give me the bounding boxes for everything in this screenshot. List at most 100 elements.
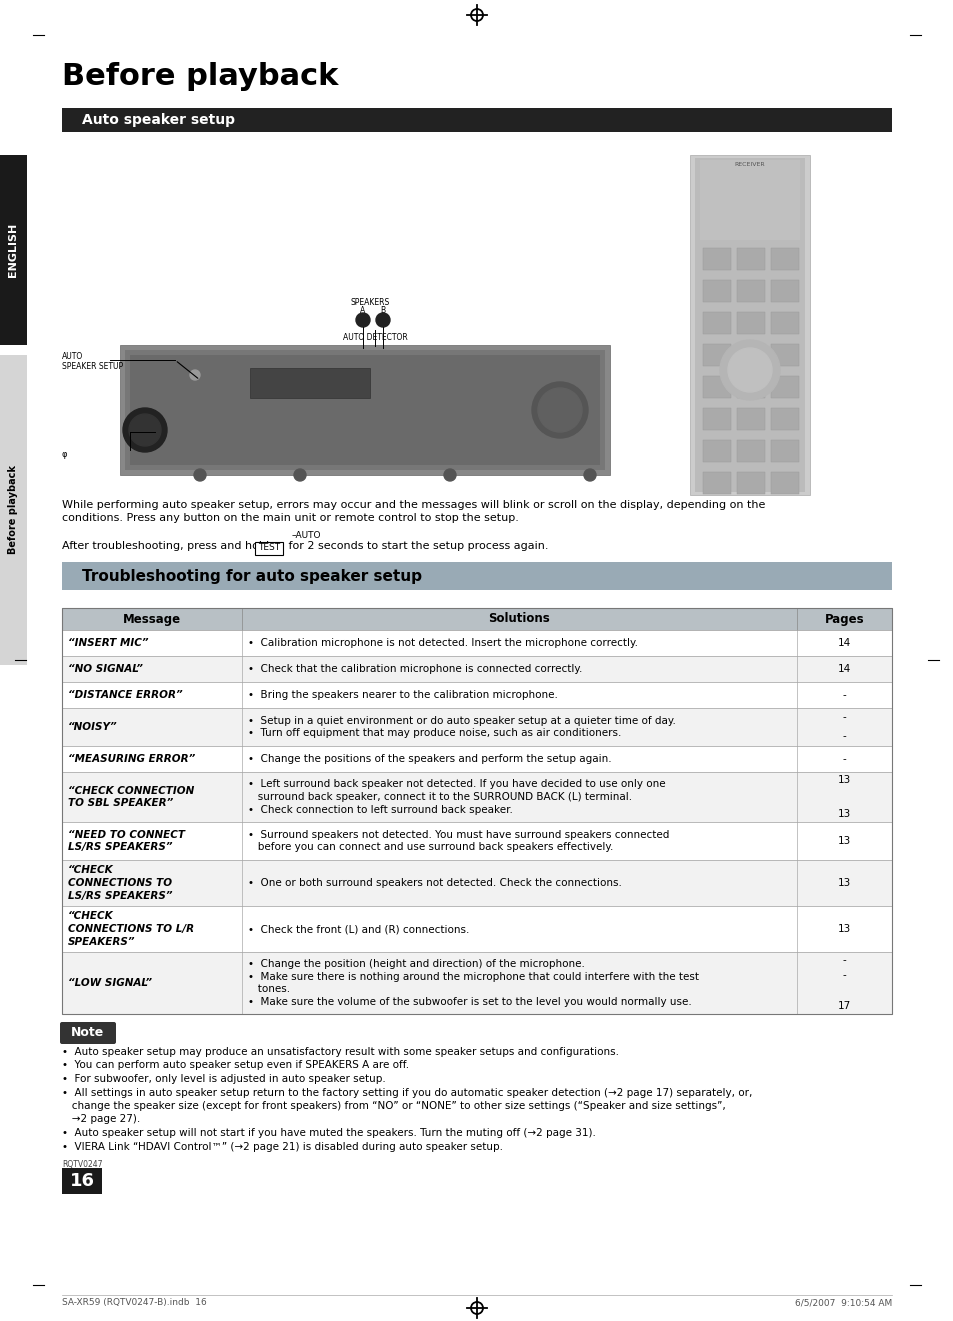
Circle shape — [193, 469, 206, 481]
Bar — [702, 312, 730, 334]
Circle shape — [123, 408, 167, 452]
Circle shape — [532, 382, 587, 439]
Bar — [689, 155, 809, 495]
Text: -: - — [841, 754, 845, 764]
FancyBboxPatch shape — [60, 1022, 116, 1044]
Text: Pages: Pages — [823, 613, 863, 626]
Text: “CHECK
CONNECTIONS TO
LS/RS SPEAKERS”: “CHECK CONNECTIONS TO LS/RS SPEAKERS” — [68, 865, 172, 901]
Text: •  Bring the speakers nearer to the calibration microphone.: • Bring the speakers nearer to the calib… — [248, 690, 558, 700]
Circle shape — [443, 469, 456, 481]
Circle shape — [129, 413, 161, 446]
Bar — [770, 248, 799, 269]
Circle shape — [720, 339, 780, 400]
Circle shape — [355, 313, 370, 328]
Circle shape — [190, 370, 200, 380]
Text: “NO SIGNAL”: “NO SIGNAL” — [68, 664, 143, 674]
Text: 13: 13 — [837, 878, 850, 888]
Text: “MEASURING ERROR”: “MEASURING ERROR” — [68, 754, 195, 764]
Text: After troubleshooting, press and hold: After troubleshooting, press and hold — [62, 542, 269, 551]
Text: 14: 14 — [837, 664, 850, 674]
Text: 13: 13 — [837, 923, 850, 934]
Text: •  All settings in auto speaker setup return to the factory setting if you do au: • All settings in auto speaker setup ret… — [62, 1087, 752, 1098]
Text: -: - — [841, 970, 845, 980]
Bar — [0, 355, 27, 664]
Bar — [737, 376, 764, 398]
Bar — [737, 312, 764, 334]
Text: “NEED TO CONNECT
LS/RS SPEAKERS”: “NEED TO CONNECT LS/RS SPEAKERS” — [68, 830, 185, 852]
Bar — [702, 408, 730, 431]
Bar — [702, 280, 730, 303]
Text: RECEIVER: RECEIVER — [734, 162, 764, 166]
Bar — [702, 248, 730, 269]
Text: While performing auto speaker setup, errors may occur and the messages will blin: While performing auto speaker setup, err… — [62, 501, 764, 510]
Bar — [737, 248, 764, 269]
Text: Auto speaker setup: Auto speaker setup — [82, 114, 234, 127]
Text: AUTO
SPEAKER SETUP: AUTO SPEAKER SETUP — [62, 351, 123, 371]
Text: 16: 16 — [70, 1172, 94, 1190]
Text: -: - — [841, 712, 845, 723]
Text: SA-XR59 (RQTV0247-B).indb  16: SA-XR59 (RQTV0247-B).indb 16 — [62, 1299, 207, 1306]
Text: conditions. Press any button on the main unit or remote control to stop the setu: conditions. Press any button on the main… — [62, 513, 518, 523]
Text: Message: Message — [123, 613, 181, 626]
Text: •  One or both surround speakers not detected. Check the connections.: • One or both surround speakers not dete… — [248, 878, 621, 888]
Bar — [120, 345, 609, 476]
Bar — [770, 312, 799, 334]
Text: SPEAKERS: SPEAKERS — [350, 299, 389, 306]
Bar — [737, 280, 764, 303]
Text: •  Check that the calibration microphone is connected correctly.: • Check that the calibration microphone … — [248, 664, 581, 674]
Text: φ: φ — [62, 450, 68, 458]
Bar — [770, 376, 799, 398]
Circle shape — [375, 313, 390, 328]
Text: “CHECK CONNECTION
TO SBL SPEAKER”: “CHECK CONNECTION TO SBL SPEAKER” — [68, 786, 194, 808]
Text: •  Surround speakers not detected. You must have surround speakers connected
   : • Surround speakers not detected. You mu… — [248, 830, 669, 852]
Text: Before playback: Before playback — [62, 62, 338, 91]
Text: RQTV0247: RQTV0247 — [62, 1160, 102, 1169]
Bar — [62, 561, 891, 590]
Text: Note: Note — [71, 1026, 105, 1040]
Text: →2 page 27).: →2 page 27). — [62, 1115, 140, 1124]
Bar — [737, 440, 764, 462]
Bar — [770, 440, 799, 462]
Bar — [62, 708, 891, 746]
Bar — [770, 343, 799, 366]
Bar — [130, 355, 599, 465]
Text: •  Auto speaker setup will not start if you have muted the speakers. Turn the mu: • Auto speaker setup will not start if y… — [62, 1128, 596, 1137]
Text: TEST: TEST — [257, 543, 280, 552]
Text: “NOISY”: “NOISY” — [68, 723, 117, 732]
Text: “CHECK
CONNECTIONS TO L/R
SPEAKERS”: “CHECK CONNECTIONS TO L/R SPEAKERS” — [68, 911, 193, 947]
Bar — [254, 542, 283, 555]
Text: •  For subwoofer, only level is adjusted in auto speaker setup.: • For subwoofer, only level is adjusted … — [62, 1074, 385, 1085]
Bar — [695, 159, 804, 491]
Bar — [770, 280, 799, 303]
Text: 13: 13 — [837, 808, 850, 819]
Circle shape — [727, 347, 771, 392]
Bar — [62, 630, 891, 657]
Text: -: - — [841, 732, 845, 741]
Text: •  Auto speaker setup may produce an unsatisfactory result with some speaker set: • Auto speaker setup may produce an unsa… — [62, 1048, 618, 1057]
Bar — [702, 440, 730, 462]
Bar — [702, 472, 730, 494]
Text: 14: 14 — [837, 638, 850, 649]
Text: •  Calibration microphone is not detected. Insert the microphone correctly.: • Calibration microphone is not detected… — [248, 638, 638, 649]
Text: •  Left surround back speaker not detected. If you have decided to use only one
: • Left surround back speaker not detecte… — [248, 779, 665, 815]
Bar — [125, 350, 604, 470]
Text: A: A — [360, 306, 365, 314]
Bar — [62, 746, 891, 771]
Circle shape — [294, 469, 306, 481]
Text: AUTO DETECTOR: AUTO DETECTOR — [342, 333, 407, 342]
Text: •  Change the position (height and direction) of the microphone.
•  Make sure th: • Change the position (height and direct… — [248, 959, 699, 1007]
Text: •  Check the front (L) and (R) connections.: • Check the front (L) and (R) connection… — [248, 923, 469, 934]
Bar — [770, 472, 799, 494]
Bar — [737, 472, 764, 494]
Bar — [62, 657, 891, 682]
Text: •  Setup in a quiet environment or do auto speaker setup at a quieter time of da: • Setup in a quiet environment or do aut… — [248, 716, 675, 738]
Bar — [62, 682, 891, 708]
Text: -: - — [841, 690, 845, 700]
Text: B: B — [380, 306, 385, 314]
Text: “DISTANCE ERROR”: “DISTANCE ERROR” — [68, 690, 182, 700]
Text: -: - — [841, 955, 845, 964]
Circle shape — [583, 469, 596, 481]
Bar — [62, 771, 891, 822]
Bar — [737, 343, 764, 366]
Bar — [700, 160, 800, 240]
